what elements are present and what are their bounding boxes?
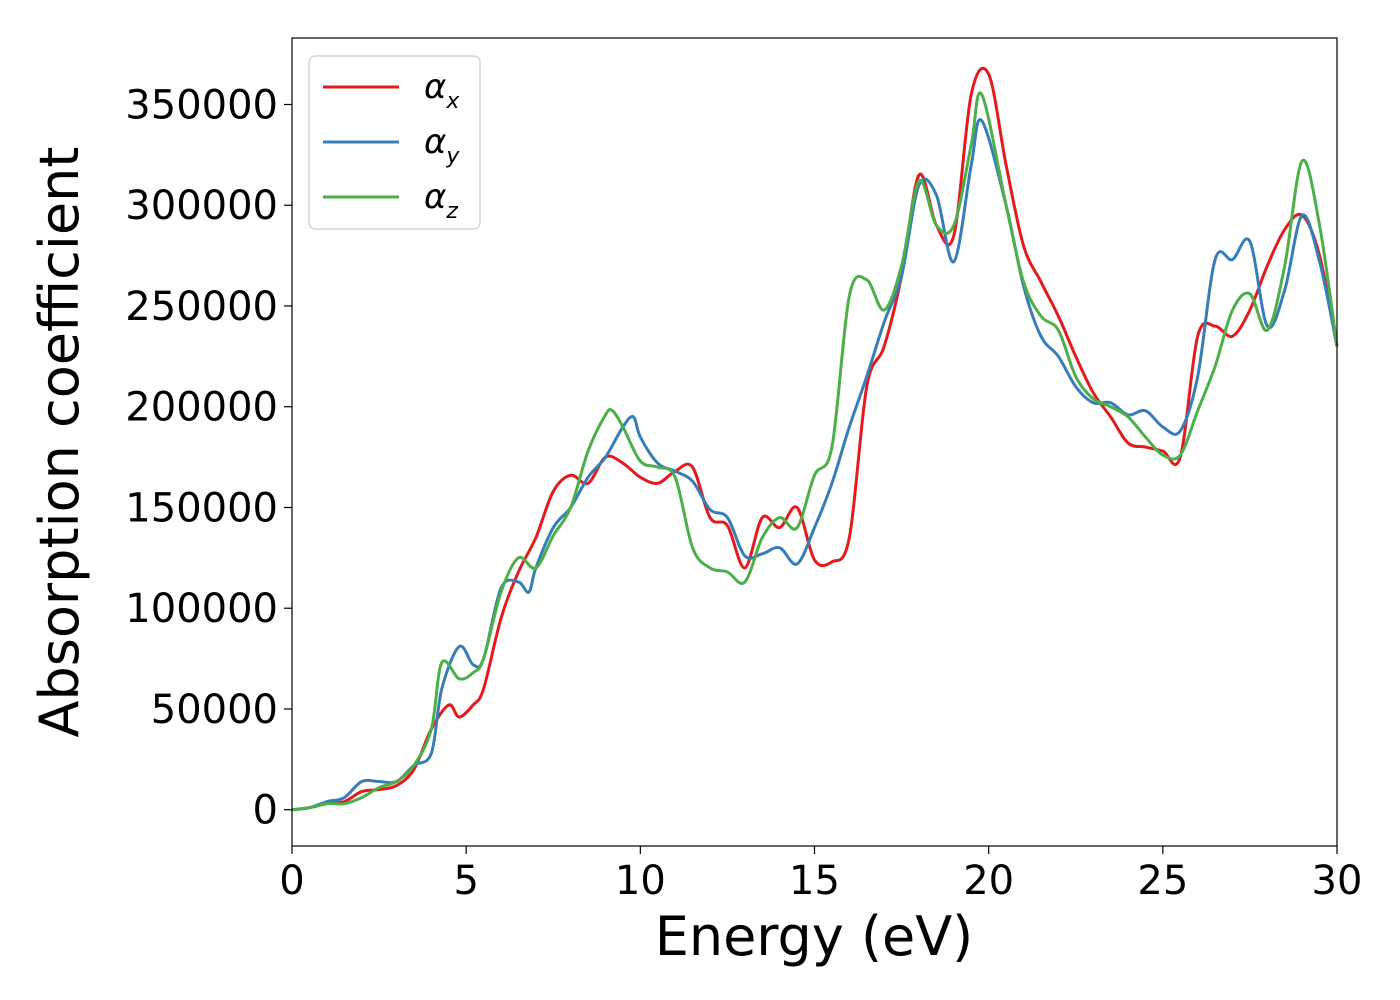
plot-area-frame [291,37,1338,847]
series-line-alpha-y [291,118,1339,812]
y-tick-label: 150000 [125,485,278,531]
y-tick-label: 0 [253,788,278,834]
y-axis-ticks: 0 50000 100000 150000 200000 250000 300000 3500… [125,82,292,834]
y-tick-label: 300000 [125,183,278,229]
series-line-alpha-z [291,91,1339,812]
x-tick-label: 15 [789,858,840,904]
x-axis-label: Energy (eV) [655,905,974,968]
y-tick-label: 200000 [125,385,278,431]
x-tick-label: 20 [963,858,1014,904]
legend-label-alpha-z: αz [424,177,458,224]
x-tick-label: 30 [1312,858,1363,904]
legend-label-alpha-y: αy [424,122,460,169]
y-tick-label: 250000 [125,284,278,330]
x-axis-ticks: 0 5 10 15 20 25 30 [279,846,1362,904]
series-line-alpha-x [291,66,1339,812]
x-tick-label: 25 [1137,858,1188,904]
x-tick-label: 0 [279,858,304,904]
y-tick-label: 100000 [125,586,278,632]
y-tick-label: 50000 [151,687,278,733]
legend: αx αy αz [308,55,481,230]
y-axis-label: Absorption coefficient [28,147,91,738]
x-tick-label: 5 [453,858,478,904]
series-lines [291,66,1339,812]
x-tick-label: 10 [615,858,666,904]
legend-label-alpha-x: αx [424,67,460,114]
y-tick-label: 350000 [125,82,278,128]
